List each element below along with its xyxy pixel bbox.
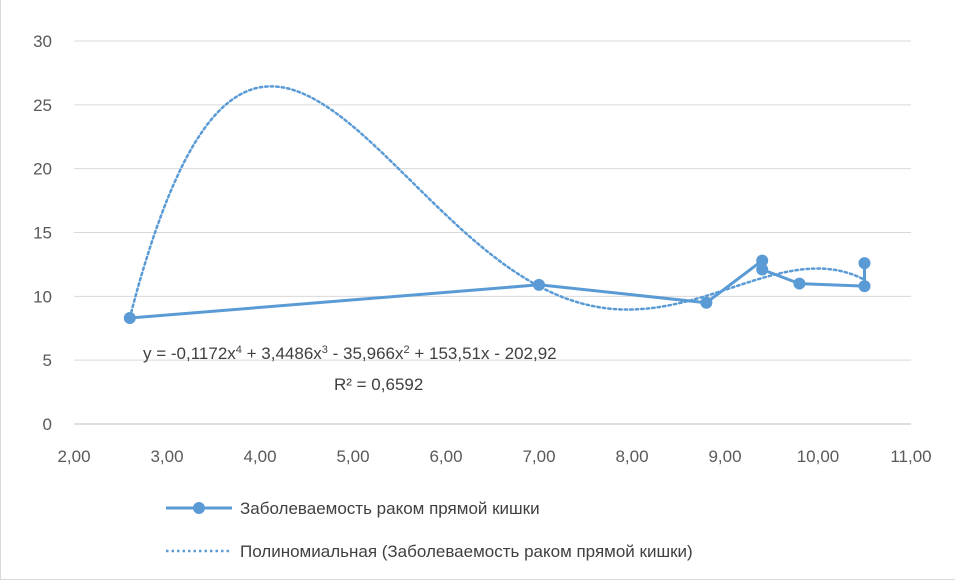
data-point xyxy=(793,277,806,290)
r-squared-label: R² = 0,6592 xyxy=(334,375,423,394)
x-tick-label: 3,00 xyxy=(150,447,183,466)
x-tick-label: 2,00 xyxy=(57,447,90,466)
data-point xyxy=(756,254,769,267)
trendline-equation: y = -0,1172x4 + 3,4486x3 - 35,966x2 + 15… xyxy=(143,344,557,363)
y-tick-label: 5 xyxy=(43,351,52,370)
x-tick-label: 7,00 xyxy=(522,447,555,466)
x-tick-label: 11,00 xyxy=(890,447,931,466)
x-tick-label: 6,00 xyxy=(429,447,462,466)
data-series xyxy=(123,254,871,325)
x-axis-ticks: 2,00 3,00 4,00 5,00 6,00 7,00 8,00 9,00 10,00 11,… xyxy=(57,447,931,466)
data-point xyxy=(858,280,871,293)
grid-lines xyxy=(74,40,911,425)
y-tick-label: 15 xyxy=(33,224,52,243)
legend: Заболеваемость раком прямой кишки Полино… xyxy=(166,499,693,561)
x-tick-label: 10,00 xyxy=(797,447,840,466)
data-point xyxy=(756,263,769,276)
y-tick-label: 0 xyxy=(43,415,52,434)
y-tick-label: 30 xyxy=(33,32,52,51)
legend-item-series[interactable]: Заболеваемость раком прямой кишки xyxy=(166,499,540,518)
legend-item-trendline[interactable]: Полиномиальная (Заболеваемость раком пря… xyxy=(166,542,693,561)
data-point xyxy=(700,296,713,309)
data-point xyxy=(533,278,545,291)
trendline xyxy=(128,85,866,319)
y-axis-ticks: 0 5 10 15 20 25 30 xyxy=(33,32,52,434)
x-tick-label: 8,00 xyxy=(615,447,648,466)
data-point xyxy=(858,257,871,270)
y-tick-label: 10 xyxy=(33,287,52,306)
legend-trendline-label: Полиномиальная (Заболеваемость раком пря… xyxy=(240,542,693,561)
trendline-curve xyxy=(128,85,866,319)
data-point xyxy=(123,312,136,325)
x-tick-label: 9,00 xyxy=(708,447,741,466)
series-line xyxy=(129,259,866,320)
x-tick-label: 4,00 xyxy=(243,447,276,466)
legend-series-label: Заболеваемость раком прямой кишки xyxy=(240,499,540,518)
x-tick-label: 5,00 xyxy=(336,447,369,466)
y-tick-label: 25 xyxy=(33,96,52,115)
y-tick-label: 20 xyxy=(33,160,52,179)
legend-series-marker xyxy=(193,502,205,514)
